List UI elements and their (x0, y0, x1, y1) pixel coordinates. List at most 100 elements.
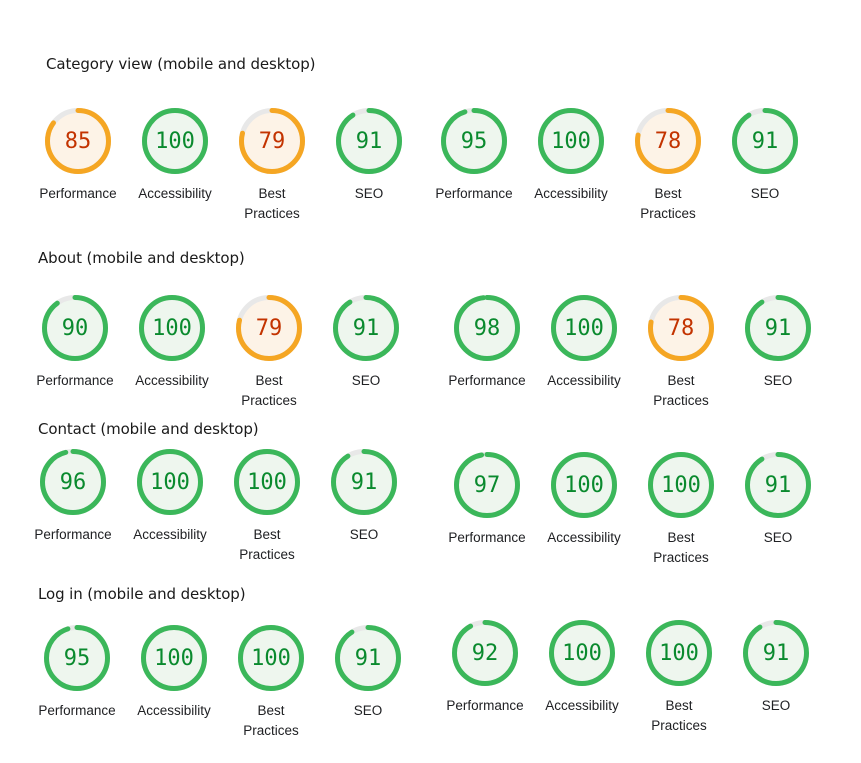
gauge-score: 100 (150, 469, 190, 495)
gauge-arc (454, 452, 520, 518)
score-gauge: 100 Accessibility (126, 625, 222, 721)
score-gauge: 95 Performance (426, 108, 522, 204)
gauge-label: Performance (446, 698, 524, 713)
gauge-label: SEO (354, 186, 384, 201)
gauge-arc (141, 625, 207, 691)
gauge-ring: 100 (551, 295, 617, 361)
gauge-label: Performance (448, 530, 526, 545)
gauge-progress-arc (646, 620, 712, 686)
gauge-ring: 100 (549, 620, 615, 686)
gauge-progress-arc (236, 295, 302, 361)
gauge-arc (635, 108, 701, 174)
gauge-arc (743, 620, 809, 686)
gauge-arc (732, 108, 798, 174)
gauge-score: 100 (247, 469, 287, 495)
gauge-label: Best Practices (244, 186, 300, 221)
score-gauge: 79 Best Practices (224, 108, 320, 224)
gauge-progress-arc (538, 108, 604, 174)
gauge-score: 78 (667, 315, 695, 341)
gauge-ring: 91 (745, 452, 811, 518)
gauge-progress-arc (454, 452, 520, 518)
score-gauge: 85 Performance (30, 108, 126, 204)
gauge-ring: 91 (732, 108, 798, 174)
gauge-score: 92 (471, 640, 499, 666)
gauge-progress-arc (44, 625, 110, 691)
gauge-label: Accessibility (547, 530, 621, 545)
gauge-score: 91 (762, 640, 790, 666)
score-gauge: 100 Accessibility (127, 108, 223, 204)
gauge-arc (42, 295, 108, 361)
gauge-ring: 78 (648, 295, 714, 361)
gauge-ring: 100 (238, 625, 304, 691)
gauge-arc (538, 108, 604, 174)
gauge-progress-arc (549, 620, 615, 686)
gauge-progress-arc (333, 295, 399, 361)
gauge-label: Accessibility (137, 703, 211, 718)
gauge-ring: 100 (137, 449, 203, 515)
score-gauge: 78 Best Practices (620, 108, 716, 224)
gauge-arc (745, 452, 811, 518)
gauge-arc (44, 625, 110, 691)
score-gauge: 100 Accessibility (122, 449, 218, 545)
gauge-progress-arc (745, 452, 811, 518)
gauge-label: Accessibility (135, 373, 209, 388)
gauge-progress-arc (45, 108, 111, 174)
gauge-arc (142, 108, 208, 174)
gauge-label: Accessibility (545, 698, 619, 713)
gauge-ring: 91 (743, 620, 809, 686)
gauge-score: 85 (64, 128, 92, 154)
gauge-ring: 91 (745, 295, 811, 361)
gauge-label: SEO (750, 186, 780, 201)
gauge-progress-arc (142, 108, 208, 174)
gauge-score: 78 (654, 128, 682, 154)
gauge-label: Accessibility (138, 186, 212, 201)
score-gauge: 91 SEO (321, 108, 417, 204)
gauge-arc (454, 295, 520, 361)
gauge-ring: 95 (44, 625, 110, 691)
gauge-progress-arc (239, 108, 305, 174)
gauge-score: 100 (251, 645, 291, 671)
gauge-label: Best Practices (653, 373, 709, 408)
gauge-ring: 100 (139, 295, 205, 361)
gauge-arc (238, 625, 304, 691)
gauge-score: 100 (661, 472, 701, 498)
score-gauge: 100 Best Practices (219, 449, 315, 565)
gauge-arc (239, 108, 305, 174)
gauge-arc (745, 295, 811, 361)
gauge-progress-arc (551, 452, 617, 518)
gauge-label: SEO (761, 698, 791, 713)
gauge-label: Performance (39, 186, 117, 201)
gauge-label: SEO (763, 530, 793, 545)
gauge-arc (139, 295, 205, 361)
gauge-ring: 78 (635, 108, 701, 174)
score-gauge: 91 SEO (318, 295, 414, 391)
gauge-arc (549, 620, 615, 686)
gauge-score: 98 (473, 315, 501, 341)
gauge-ring: 100 (142, 108, 208, 174)
gauge-score: 97 (473, 472, 501, 498)
gauge-label: SEO (349, 527, 379, 542)
section-title: Log in (mobile and desktop) (38, 585, 246, 603)
gauge-arc (331, 449, 397, 515)
gauge-progress-arc (335, 625, 401, 691)
gauge-label: Performance (38, 703, 116, 718)
gauge-label: Best Practices (239, 527, 295, 562)
gauge-label: Best Practices (243, 703, 299, 738)
gauge-arc (234, 449, 300, 515)
gauge-arc (137, 449, 203, 515)
gauge-label: Performance (34, 527, 112, 542)
score-gauge: 100 Accessibility (124, 295, 220, 391)
gauge-arc (551, 452, 617, 518)
gauge-score: 79 (255, 315, 283, 341)
score-gauge: 90 Performance (27, 295, 123, 391)
gauge-arc (648, 295, 714, 361)
gauge-progress-arc (452, 620, 518, 686)
gauge-label: SEO (763, 373, 793, 388)
score-gauge: 100 Best Practices (223, 625, 319, 741)
score-gauge: 100 Best Practices (631, 620, 727, 736)
score-gauge: 100 Accessibility (536, 452, 632, 548)
gauge-score: 91 (764, 315, 792, 341)
gauge-ring: 100 (141, 625, 207, 691)
gauge-score: 100 (154, 645, 194, 671)
gauge-ring: 96 (40, 449, 106, 515)
